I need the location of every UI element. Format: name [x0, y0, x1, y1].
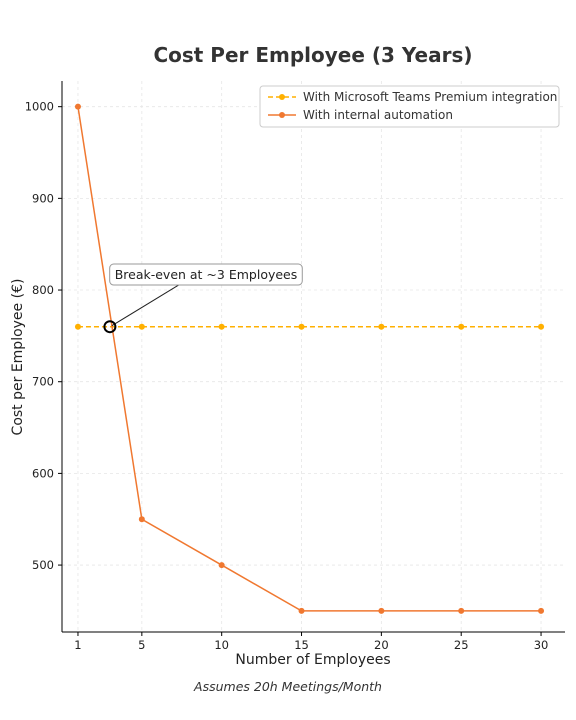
legend-label-teams: With Microsoft Teams Premium integration	[303, 90, 557, 104]
y-axis-label: Cost per Employee (€)	[10, 279, 26, 436]
annotation-arrow	[111, 284, 179, 327]
annotation: Break-even at ~3 Employees	[103, 263, 303, 334]
data-point	[298, 323, 305, 330]
y-tick-label: 800	[32, 283, 54, 297]
data-point	[538, 607, 545, 614]
y-tick-label: 900	[32, 191, 54, 205]
data-point	[218, 323, 225, 330]
legend: With Microsoft Teams Premium integration…	[259, 85, 560, 128]
chart-title: Cost Per Employee (3 Years)	[153, 43, 472, 67]
series-layer	[74, 103, 545, 614]
data-point	[218, 562, 225, 569]
data-point	[378, 607, 385, 614]
annotation-box	[109, 263, 303, 286]
axes	[61, 81, 565, 633]
legend-marker-automation	[279, 112, 285, 118]
data-point	[458, 607, 465, 614]
data-point	[298, 607, 305, 614]
x-tick-label: 30	[534, 638, 549, 652]
x-tick-label: 5	[138, 638, 145, 652]
data-point	[378, 323, 385, 330]
data-point	[74, 323, 81, 330]
x-tick-label: 15	[294, 638, 309, 652]
x-tick-label: 10	[214, 638, 229, 652]
data-point	[138, 516, 145, 523]
data-point	[138, 323, 145, 330]
grid	[62, 81, 565, 632]
annotation-text: Break-even at ~3 Employees	[115, 267, 298, 282]
break-even-marker	[103, 320, 117, 334]
x-tick-label: 20	[374, 638, 389, 652]
x-tick-label: 1	[74, 638, 81, 652]
y-tick-label: 1000	[25, 100, 54, 114]
data-point	[538, 323, 545, 330]
legend-marker-teams	[279, 94, 285, 100]
footnote: Assumes 20h Meetings/Month	[193, 679, 382, 694]
x-tick-label: 25	[454, 638, 469, 652]
series-line-automation	[77, 106, 542, 612]
y-tick-label: 700	[32, 375, 54, 389]
data-point	[74, 103, 81, 110]
data-point	[458, 323, 465, 330]
legend-frame	[259, 85, 560, 128]
legend-label-automation: With internal automation	[303, 108, 453, 122]
x-axis-label: Number of Employees	[235, 652, 390, 668]
y-tick-label: 500	[32, 558, 54, 572]
y-tick-label: 600	[32, 466, 54, 480]
